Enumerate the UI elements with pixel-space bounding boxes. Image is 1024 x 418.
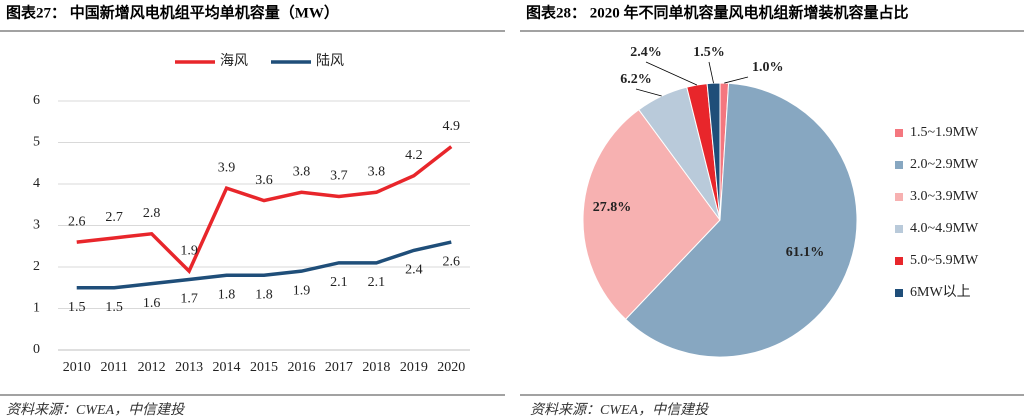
pie-slice xyxy=(624,82,858,358)
x-tick-label: 2011 xyxy=(100,360,127,375)
data-label: 3.9 xyxy=(218,160,236,175)
x-tick-label: 2014 xyxy=(213,360,241,375)
x-tick-label: 2012 xyxy=(138,360,166,375)
legend-label: 3.0~3.9MW xyxy=(910,189,979,204)
data-label: 3.7 xyxy=(330,169,348,184)
data-label: 1.8 xyxy=(255,288,273,303)
data-label: 3.6 xyxy=(255,173,273,188)
legend-swatch xyxy=(895,225,903,233)
y-tick-label: 3 xyxy=(33,218,40,233)
y-tick-label: 6 xyxy=(33,93,40,108)
source: 资料来源：CWEA，中信建投 xyxy=(530,402,710,418)
data-label: 6.2% xyxy=(620,72,652,87)
data-label: 2.1 xyxy=(330,275,348,290)
legend-label: 2.0~2.9MW xyxy=(910,157,979,172)
data-label: 3.8 xyxy=(293,165,311,180)
legend-swatch xyxy=(895,257,903,265)
x-tick-label: 2016 xyxy=(287,360,315,375)
legend-label: 5.0~5.9MW xyxy=(910,253,979,268)
leader-line xyxy=(635,88,662,97)
data-label: 3.8 xyxy=(368,165,386,180)
x-tick-label: 2018 xyxy=(362,360,390,375)
y-tick-label: 1 xyxy=(33,301,40,316)
legend-label: 海风 xyxy=(220,53,248,69)
legend-label: 4.0~4.9MW xyxy=(910,221,979,236)
data-label: 2.4 xyxy=(405,263,423,278)
data-label: 27.8% xyxy=(593,200,632,215)
data-label: 1.9 xyxy=(293,283,311,298)
y-tick-label: 5 xyxy=(33,135,40,150)
x-tick-label: 2015 xyxy=(250,360,278,375)
legend-swatch xyxy=(895,161,903,169)
pie-slice xyxy=(582,108,721,320)
data-label: 1.5 xyxy=(105,300,123,315)
data-label: 2.6 xyxy=(68,214,86,229)
y-tick-label: 4 xyxy=(33,176,40,191)
data-label: 4.2 xyxy=(405,148,423,163)
x-tick-label: 2020 xyxy=(437,360,465,375)
legend-label: 6MW以上 xyxy=(910,284,971,300)
legend-label: 1.5~1.9MW xyxy=(910,125,979,140)
data-label: 1.8 xyxy=(218,288,236,303)
data-label: 1.6 xyxy=(143,296,161,311)
data-label: 1.7 xyxy=(180,292,198,307)
data-label: 4.9 xyxy=(443,119,461,134)
chart-title: 图表28： 2020 年不同单机容量风电机组新增装机容量占比 xyxy=(526,3,909,21)
x-tick-label: 2017 xyxy=(325,360,353,375)
x-tick-label: 2013 xyxy=(175,360,203,375)
series-line xyxy=(76,145,453,275)
y-tick-label: 0 xyxy=(33,342,40,357)
data-label: 2.4% xyxy=(630,45,662,60)
data-label: 1.0% xyxy=(752,60,784,75)
leader-line xyxy=(645,61,698,86)
source: 资料来源：CWEA，中信建投 xyxy=(6,402,186,418)
y-tick-label: 2 xyxy=(33,259,40,274)
leader-line xyxy=(724,76,749,84)
legend-swatch xyxy=(895,193,903,201)
legend-swatch xyxy=(895,129,903,137)
data-label: 2.7 xyxy=(105,210,123,225)
data-label: 1.5% xyxy=(693,45,725,60)
chart-title: 图表27： 中国新增风电机组平均单机容量（MW） xyxy=(6,3,339,21)
x-tick-label: 2010 xyxy=(63,360,91,375)
data-label: 2.1 xyxy=(368,275,386,290)
data-label: 1.9 xyxy=(180,243,198,258)
x-tick-label: 2019 xyxy=(400,360,428,375)
data-label: 2.8 xyxy=(143,206,161,221)
data-label: 61.1% xyxy=(786,245,825,260)
legend-swatch xyxy=(895,289,903,297)
legend-label: 陆风 xyxy=(316,53,344,69)
leader-line xyxy=(708,61,714,84)
series-line xyxy=(76,240,452,290)
data-label: 2.6 xyxy=(443,254,461,269)
data-label: 1.5 xyxy=(68,300,86,315)
